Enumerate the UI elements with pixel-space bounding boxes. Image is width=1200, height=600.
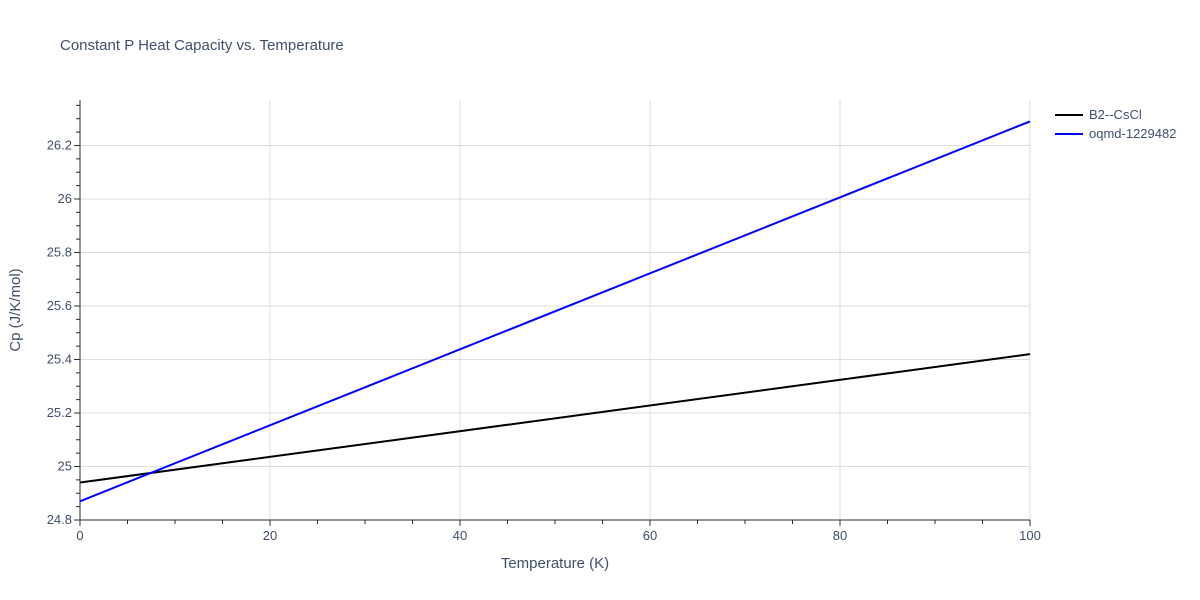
chart-title: Constant P Heat Capacity vs. Temperature [60,37,344,54]
y-tick-label: 25.6 [47,298,72,313]
y-tick-label: 26.2 [47,137,72,152]
series-line-1 [79,120,1031,503]
x-axis-title: Temperature (K) [501,555,609,572]
legend-item[interactable]: oqmd-1229482 [1055,126,1176,141]
y-tick-label: 25.4 [47,351,72,366]
x-tick-label: 80 [833,528,847,543]
series-line-0 [79,353,1031,484]
y-tick-label: 25 [58,458,72,473]
y-tick-label: 26 [58,191,72,206]
x-tick-label: 60 [643,528,657,543]
legend-label: B2--CsCl [1089,107,1142,122]
y-axis-title: Cp (J/K/mol) [7,268,24,351]
legend-item[interactable]: B2--CsCl [1055,107,1142,122]
x-tick-label: 40 [453,528,467,543]
y-tick-label: 25.2 [47,405,72,420]
axes: 0 20 40 60 80 100 24.8 25 25.2 25.4 25.6 25.8 26 26.2 [47,100,1041,543]
y-tick-label: 25.8 [47,244,72,259]
x-tick-label: 100 [1019,528,1041,543]
legend[interactable]: B2--CsCl oqmd-1229482 [1055,107,1176,141]
x-tick-label: 0 [76,528,83,543]
y-tick-label: 24.8 [47,512,72,527]
series-lines [79,120,1031,503]
x-tick-label: 20 [263,528,277,543]
grid [80,100,1031,520]
legend-label: oqmd-1229482 [1089,126,1176,141]
